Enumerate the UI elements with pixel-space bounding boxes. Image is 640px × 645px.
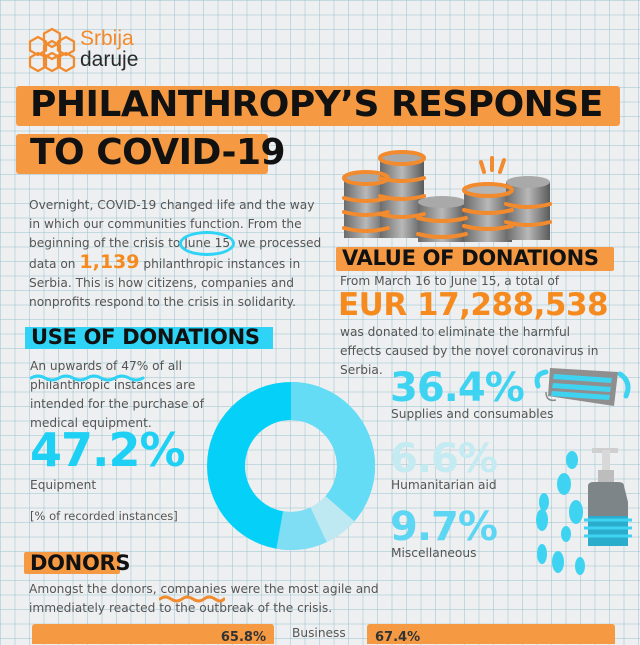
chart-note: [% of recorded instances]	[30, 509, 178, 523]
logo: Srbija daruje	[28, 26, 158, 76]
hexagon-cluster-icon	[28, 27, 76, 73]
donor-bar-1-value: 65.8%	[220, 630, 266, 645]
donation-total: EUR 17,288,538	[338, 287, 609, 323]
humanitarian-stat: 6.6%	[390, 436, 498, 482]
instances-count: 1,139	[79, 251, 140, 273]
segment-supplies	[290, 382, 375, 522]
intro-date-circled: June 15	[179, 231, 236, 256]
value-heading-highlight	[336, 247, 614, 271]
donors-paragraph: Amongst the donors, companies were the m…	[29, 580, 409, 618]
use-heading-highlight	[25, 327, 273, 349]
donors-highlight: companies	[160, 582, 227, 596]
logo-line-1: Srbija	[80, 27, 134, 50]
donors-text-2: were the most agile and immediately reac…	[29, 582, 379, 615]
use-description: An upwards of 47% of all philanthropic i…	[30, 357, 230, 433]
use-highlight-wrap: An upwards of 47%	[30, 357, 149, 382]
donors-heading-highlight	[24, 552, 120, 574]
equipment-stat: 47.2%	[30, 423, 186, 477]
donors-text-1: Amongst the donors,	[29, 582, 161, 596]
misc-label: Miscellaneous	[391, 546, 477, 560]
face-mask-icon	[534, 368, 631, 406]
donor-bar-2: 67.4%	[367, 624, 615, 645]
value-of-donations-heading: VALUE OF DONATIONS	[342, 246, 599, 270]
intro-text-2: , we processed data on	[29, 236, 322, 271]
use-highlight: An upwards of 47%	[30, 359, 149, 373]
logo-wordmark: Srbija daruje	[80, 28, 138, 70]
title-highlight-2	[16, 134, 268, 174]
donor-category-label: Business	[292, 626, 346, 640]
intro-text-3: philanthropic instances in Serbia. This …	[29, 257, 301, 309]
intro-paragraph: Overnight, COVID-19 changed life and the…	[29, 196, 329, 312]
supplies-stat: 36.4%	[390, 365, 525, 411]
segment-humanitarian	[309, 495, 355, 543]
segment-misc	[276, 507, 327, 550]
donors-heading: DONORS	[30, 551, 131, 575]
page-title-line-2: TO COVID-19	[30, 132, 286, 173]
supplies-label: Supplies and consumables	[391, 407, 554, 421]
donor-bar-2-value: 67.4%	[375, 630, 421, 645]
donut-chart	[207, 382, 375, 550]
page-title-line-1: PHILANTHROPY’S RESPONSE	[30, 84, 603, 125]
misc-stat: 9.7%	[390, 504, 498, 550]
hand-drawn-circle	[179, 231, 236, 256]
squiggle-underline-icon	[158, 595, 225, 603]
equipment-label: Equipment	[30, 478, 97, 492]
intro-text-1: Overnight, COVID-19 changed life and the…	[29, 198, 315, 250]
humanitarian-label: Humanitarian aid	[391, 478, 497, 492]
use-of-donations-heading: USE OF DONATIONS	[31, 325, 260, 349]
value-tail: was donated to eliminate the harmful eff…	[340, 325, 599, 377]
use-description-rest: of all philanthropic instances are inten…	[30, 359, 205, 430]
squiggle-underline-icon	[30, 374, 145, 382]
value-lead: From March 16 to June 15, a total of	[340, 274, 560, 288]
title-highlight-1	[16, 86, 620, 126]
logo-line-2: daruje	[80, 48, 139, 71]
hand-sanitizer-icon	[536, 448, 632, 575]
donors-highlight-wrap: companies	[158, 580, 227, 603]
donor-bar-1: 65.8%	[32, 624, 274, 645]
coin-stacks-icon	[342, 150, 552, 242]
